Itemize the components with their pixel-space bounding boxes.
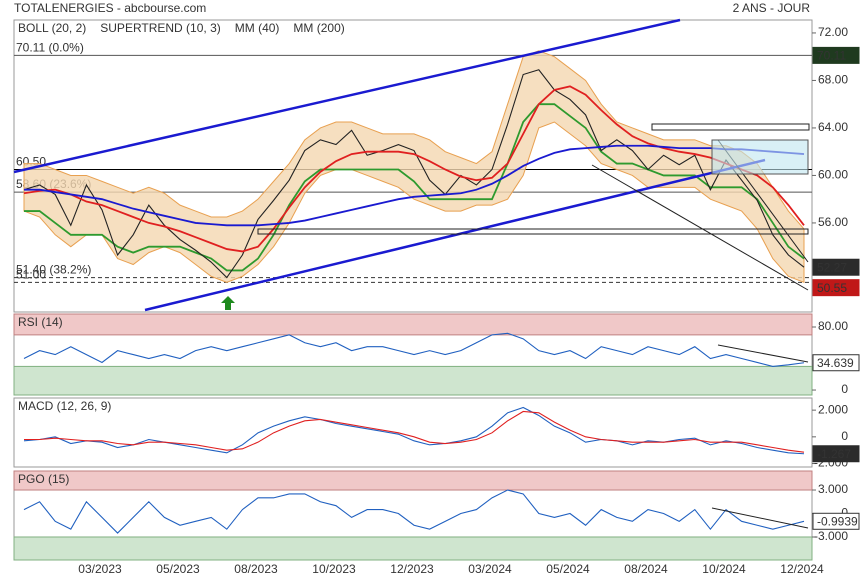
last-value-badge-label: -1.267 [817, 447, 851, 461]
trend-channel [144, 158, 766, 312]
last-value-badge [812, 354, 860, 372]
panel [13, 397, 813, 468]
last-value-badge-label: 50.55 [817, 281, 847, 295]
legend-entry: BOLL (20, 2) [18, 21, 86, 35]
last-value-badge [812, 512, 860, 530]
trend-line [711, 507, 809, 529]
x-tick-label: 10/2024 [702, 562, 746, 576]
panel-title: MACD (12, 26, 9) [18, 399, 111, 413]
last-value-badge-label: 34.639 [817, 356, 854, 370]
x-tick-label: 03/2024 [468, 562, 512, 576]
last-value-badge [812, 258, 860, 276]
y-tick-label: 56.00 [818, 215, 848, 229]
x-tick-label: 08/2023 [234, 562, 278, 576]
y-tick-label: 0 [841, 429, 848, 443]
series-line [23, 406, 805, 455]
level-label: 51.40 (38.2%) [16, 263, 91, 277]
y-tick-label: 72.00 [818, 25, 848, 39]
last-value-badge [812, 445, 860, 463]
chart-title: TOTALENERGIES - abcbourse.com [14, 1, 206, 15]
panel-title: RSI (14) [18, 315, 63, 329]
last-value-badge-label: -0.9939 [817, 514, 858, 528]
y-tick-label: -3.000 [814, 529, 848, 543]
x-tick-label: 05/2024 [546, 562, 590, 576]
period: 2 ANS - JOUR [733, 1, 811, 15]
legend-entry: MM (40) [235, 21, 280, 35]
x-tick-label: 03/2023 [78, 562, 122, 576]
series-line [24, 144, 805, 227]
y-tick-label: 80.00 [818, 319, 848, 333]
x-tick-label: 08/2024 [624, 562, 668, 576]
trend-line [591, 164, 809, 291]
series-line [24, 410, 805, 453]
y-tick-label: 0 [841, 382, 848, 396]
annotations [13, 18, 810, 529]
level-badge-label: 70.11 [817, 49, 846, 63]
x-tick-label: 12/2024 [780, 562, 824, 576]
level-label: 51.00 [16, 267, 46, 281]
last-value-badge-label: 52.27 [817, 260, 847, 274]
x-tick-label: 10/2023 [312, 562, 356, 576]
zone-box [651, 123, 810, 131]
series-line [23, 332, 805, 367]
y-tick-label: 0 [841, 506, 848, 520]
zone-box [257, 228, 809, 235]
legend-entry: MM (200) [293, 21, 344, 35]
trend-line [717, 344, 809, 363]
series-line [23, 85, 805, 253]
series-line [24, 103, 805, 272]
panel-title: PGO (15) [18, 472, 69, 486]
trend-channel [13, 18, 681, 174]
y-tick-label: 60.00 [818, 168, 848, 182]
last-value-badge [812, 279, 860, 297]
overbought-zone [13, 470, 813, 491]
x-tick-label: 12/2023 [390, 562, 434, 576]
oversold-zone [13, 536, 813, 561]
y-tick-label: 2.000 [818, 402, 848, 416]
zone-box [711, 139, 809, 175]
y-tick-label: 68.00 [818, 73, 848, 87]
legend-entry: SUPERTREND (10, 3) [100, 21, 220, 35]
y-tick-label: 3.000 [818, 482, 848, 496]
y-tick-label: 64.00 [818, 120, 848, 134]
oversold-zone [13, 365, 813, 396]
buy-arrow [221, 296, 235, 310]
series-line [23, 489, 805, 534]
level-badge [812, 46, 860, 64]
series-line [23, 69, 805, 279]
overbought-zone [13, 313, 813, 336]
x-tick-label: 05/2023 [156, 562, 200, 576]
level-label: 70.11 (0.0%) [16, 41, 84, 55]
